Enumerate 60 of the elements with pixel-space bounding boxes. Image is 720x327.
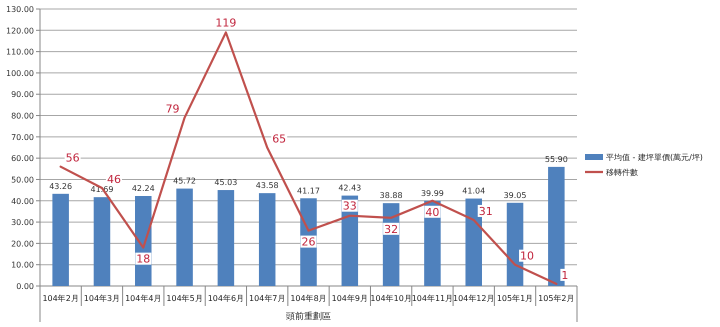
x-tick-label: 104年2月 bbox=[42, 294, 79, 303]
data-label: 39.05 bbox=[504, 190, 526, 200]
y-tick-label: 40.00 bbox=[11, 196, 34, 206]
data-label: 65 bbox=[272, 132, 286, 146]
y-tick-label: 70.00 bbox=[11, 132, 34, 142]
y-tick-label: 60.00 bbox=[11, 154, 34, 164]
data-label: 41.17 bbox=[297, 186, 320, 196]
data-label: 56 bbox=[66, 152, 80, 165]
data-label: 42.24 bbox=[132, 184, 155, 193]
data-label: 43.26 bbox=[49, 182, 72, 191]
bar bbox=[94, 197, 110, 286]
x-axis-title: 頭前重劃區 bbox=[286, 311, 331, 322]
data-label: 43.58 bbox=[256, 181, 279, 190]
y-tick-label: 50.00 bbox=[11, 175, 34, 184]
x-tick-label: 105年1月 bbox=[496, 294, 534, 303]
y-tick-label: 120.00 bbox=[6, 26, 34, 36]
data-label: 46 bbox=[106, 172, 121, 186]
x-tick-label: 104年5月 bbox=[166, 294, 203, 303]
data-label: 42.43 bbox=[338, 184, 362, 193]
y-tick-label: 130.00 bbox=[6, 5, 34, 14]
y-tick-label: 30.00 bbox=[11, 218, 34, 228]
x-tick-label: 104年12月 bbox=[453, 294, 494, 303]
legend-label: 移轉件數 bbox=[606, 168, 638, 177]
data-label: 119 bbox=[215, 16, 236, 30]
x-tick-label: 104年4月 bbox=[125, 294, 162, 303]
x-tick-label: 104年3月 bbox=[84, 294, 120, 303]
data-label: 79 bbox=[166, 102, 180, 116]
data-label: 32 bbox=[384, 222, 398, 236]
x-tick-label: 104年10月 bbox=[370, 294, 412, 303]
bar bbox=[218, 190, 234, 286]
data-label: 10 bbox=[520, 250, 534, 263]
data-label: 45.03 bbox=[214, 178, 238, 188]
x-tick-label: 104年11月 bbox=[412, 294, 454, 303]
x-tick-label: 105年2月 bbox=[538, 294, 575, 303]
x-tick-label: 104年8月 bbox=[290, 294, 327, 303]
y-tick-label: 0.00 bbox=[16, 282, 34, 291]
data-label: 39.99 bbox=[420, 188, 444, 198]
y-tick-label: 10.00 bbox=[11, 260, 34, 270]
y-tick-label: 20.00 bbox=[11, 239, 34, 248]
data-label: 33 bbox=[342, 200, 357, 213]
bar bbox=[52, 194, 69, 286]
data-label: 1 bbox=[561, 268, 568, 282]
bar bbox=[176, 188, 193, 286]
data-label: 31 bbox=[478, 204, 493, 218]
y-tick-label: 110.00 bbox=[6, 48, 34, 57]
y-tick-label: 90.00 bbox=[11, 90, 34, 100]
data-label: 45.72 bbox=[173, 176, 196, 186]
data-label: 55.90 bbox=[544, 154, 568, 164]
data-label: 41.04 bbox=[462, 186, 486, 196]
x-tick-label: 104年9月 bbox=[332, 294, 368, 303]
data-label: 40 bbox=[425, 206, 440, 219]
y-tick-label: 80.00 bbox=[11, 112, 34, 121]
legend-label: 平均值 - 建坪單價(萬元/坪) bbox=[606, 153, 703, 162]
bar bbox=[258, 193, 276, 286]
data-label: 38.88 bbox=[380, 191, 403, 200]
x-tick-label: 104年6月 bbox=[208, 294, 244, 303]
x-tick-label: 104年7月 bbox=[249, 294, 286, 303]
data-label: 18 bbox=[136, 252, 150, 266]
data-label: 26 bbox=[302, 236, 316, 249]
y-tick-label: 100.00 bbox=[6, 68, 34, 78]
